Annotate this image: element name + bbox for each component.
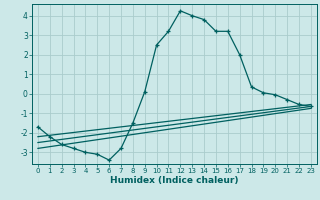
X-axis label: Humidex (Indice chaleur): Humidex (Indice chaleur) <box>110 176 239 185</box>
